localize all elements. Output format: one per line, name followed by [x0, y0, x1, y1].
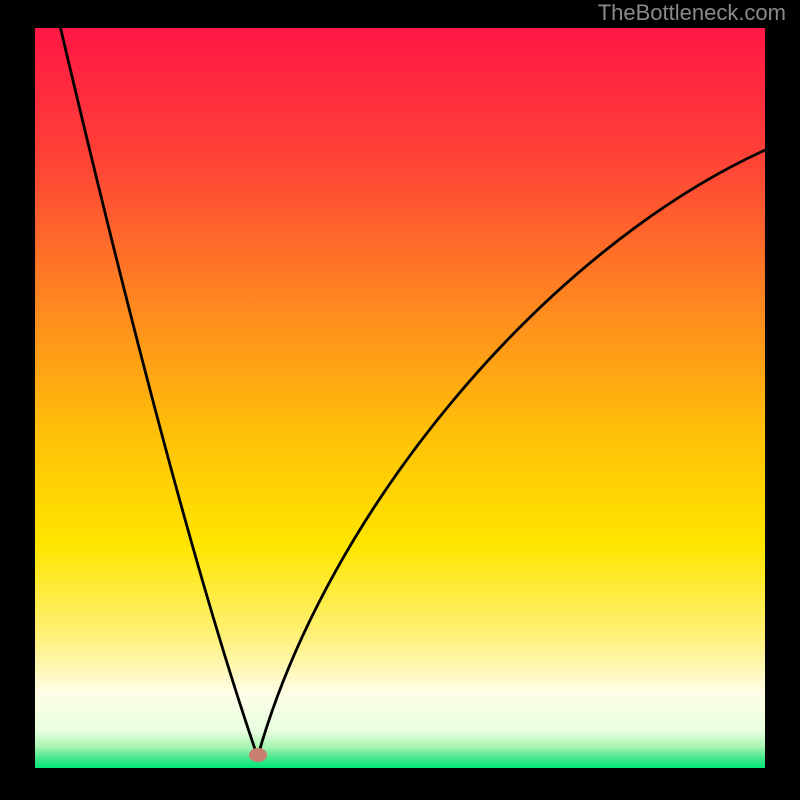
chart-plot-area [35, 28, 765, 768]
curve-path [61, 28, 765, 757]
optimum-marker [249, 748, 267, 762]
watermark-text: TheBottleneck.com [598, 0, 786, 26]
bottleneck-curve [35, 28, 765, 768]
